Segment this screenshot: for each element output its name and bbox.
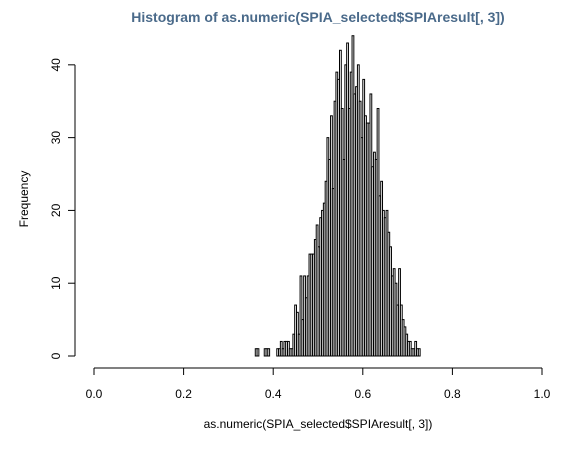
y-axis: 0 10 20 30 40: [49, 58, 76, 359]
histogram-bar: [267, 348, 271, 357]
x-tick-label: 0.8: [444, 387, 461, 401]
x-axis-label: as.numeric(SPIA_selected$SPIAresult[, 3]…: [204, 417, 433, 431]
x-tick-label: 0.2: [175, 387, 192, 401]
y-tick-label: 40: [49, 58, 63, 72]
x-tick-label: 0.4: [265, 387, 282, 401]
y-axis-label: Frequency: [17, 171, 31, 228]
histogram-bar: [417, 348, 421, 357]
histogram-bar: [256, 348, 260, 357]
y-tick-label: 10: [49, 276, 63, 290]
y-tick-label: 20: [49, 203, 63, 217]
x-tick-label: 1.0: [534, 387, 551, 401]
y-tick-label: 30: [49, 131, 63, 145]
bars-group: [254, 35, 421, 357]
y-tick-label: 0: [49, 352, 63, 359]
chart-title: Histogram of as.numeric(SPIA_selected$SP…: [131, 9, 504, 25]
histogram-bar: [299, 275, 303, 357]
x-tick-label: 0.0: [86, 387, 103, 401]
x-tick-label: 0.6: [354, 387, 371, 401]
x-axis: 0.0 0.2 0.4 0.6 0.8 1.0: [86, 367, 551, 401]
